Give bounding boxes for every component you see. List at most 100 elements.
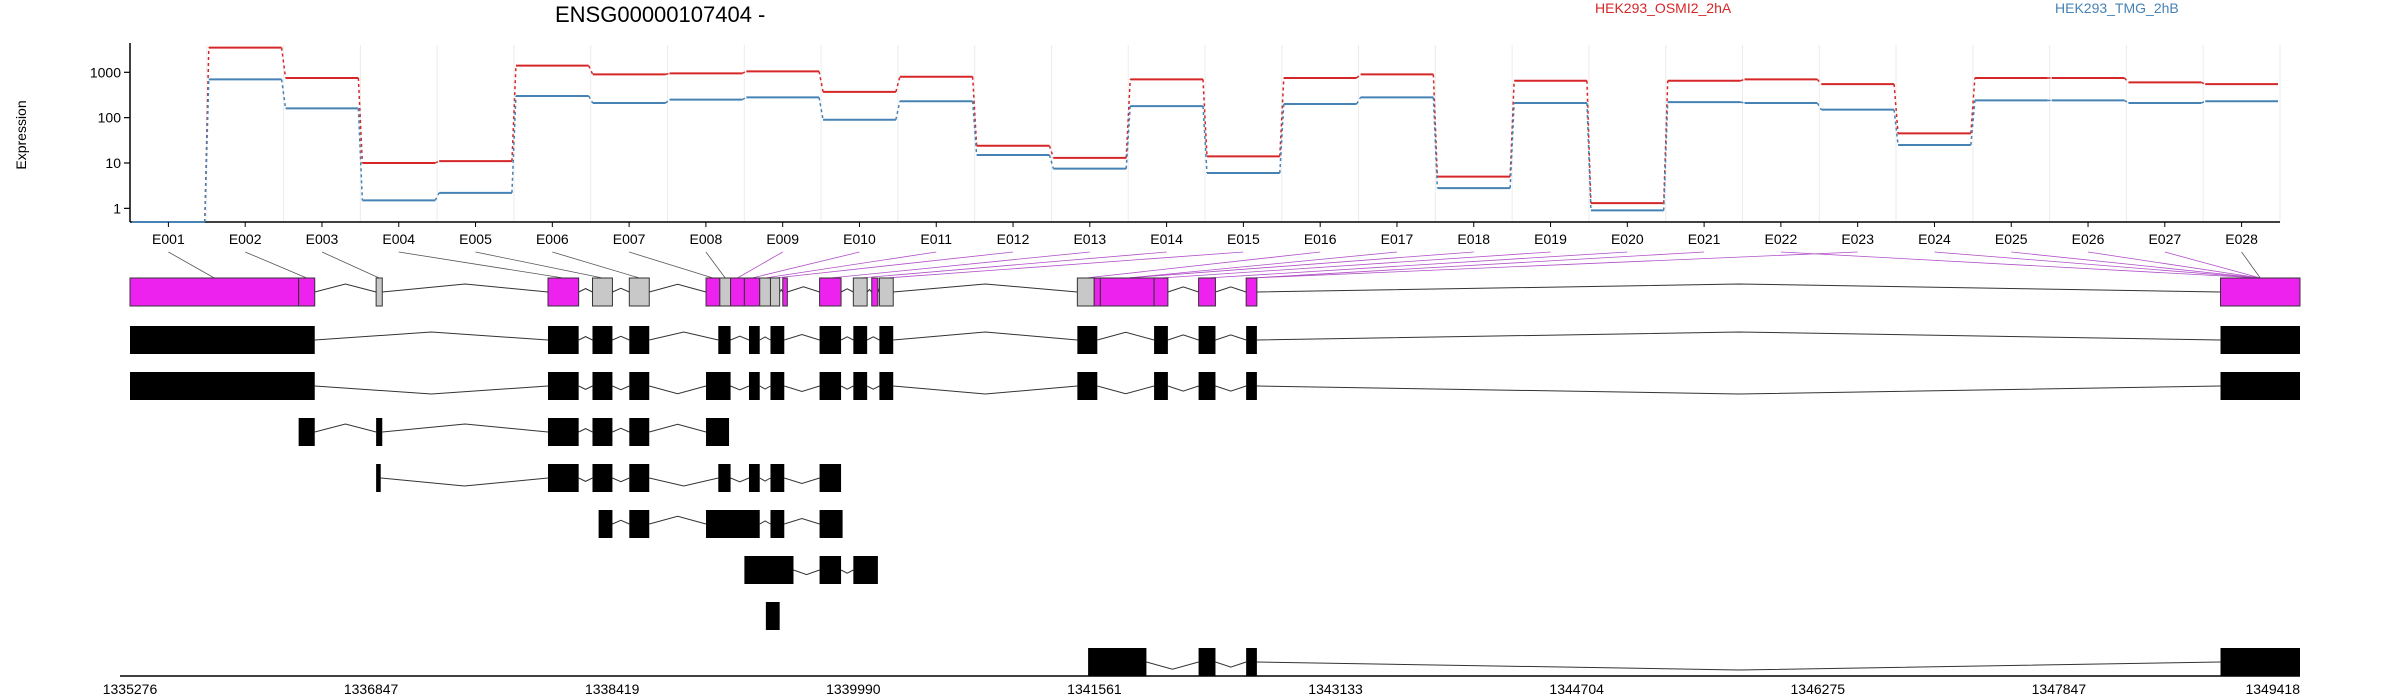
exon-block	[782, 277, 788, 307]
intron-line	[730, 477, 750, 483]
y-tick-label: 10	[105, 155, 121, 171]
series-1-step	[204, 47, 210, 223]
y-axis-label: Expression	[13, 100, 29, 169]
x-tick-label: E003	[306, 231, 339, 247]
series-2	[132, 78, 2278, 223]
intron-line	[314, 423, 377, 433]
intron-line	[649, 515, 707, 525]
x-tick-label: E021	[1688, 231, 1721, 247]
exon-block	[730, 277, 745, 307]
intron-line	[1256, 661, 2221, 671]
intron-line	[840, 288, 854, 293]
legend-series-2: HEK293_TMG_2hB	[2055, 0, 2179, 16]
transcript-exon	[1154, 326, 1168, 354]
series-2-step	[741, 96, 747, 101]
intron-line	[730, 335, 750, 341]
intron-line	[840, 336, 854, 341]
exon-block	[871, 277, 879, 307]
intron-line	[612, 385, 630, 391]
series-1-step	[434, 160, 440, 164]
transcript-exon	[1154, 372, 1168, 400]
transcript-exon	[819, 556, 842, 584]
transcript-exon	[1246, 648, 1257, 676]
series-1-step	[1509, 80, 1515, 177]
exon-connector	[475, 251, 603, 279]
genomic-tick-label: 1343133	[1308, 681, 1363, 697]
exon-connector	[705, 251, 726, 279]
exon-connector	[1127, 251, 1398, 279]
genomic-tick-label: 1336847	[344, 681, 399, 697]
transcript-exon	[718, 326, 731, 354]
series-1-step	[1740, 78, 1745, 82]
intron-line	[784, 477, 820, 485]
transcript-exon	[2220, 372, 2300, 400]
exon-block	[743, 277, 761, 307]
exon-connector	[860, 251, 1167, 279]
intron-line	[649, 477, 719, 487]
transcript-3	[298, 418, 730, 446]
series-lines	[132, 46, 2278, 223]
series-1-step	[511, 65, 517, 162]
exon-connector	[628, 251, 714, 279]
exon-connector	[1160, 251, 1551, 279]
transcript-exon	[376, 464, 381, 492]
transcript-exon	[819, 372, 842, 400]
transcript-exon	[706, 510, 760, 538]
transcript-exon	[1198, 372, 1216, 400]
transcript-exon	[1246, 372, 1257, 400]
x-tick-label: E027	[2148, 231, 2181, 247]
transcript-exon	[629, 326, 650, 354]
intron-line	[893, 385, 1078, 395]
series-2-step	[280, 79, 287, 109]
exon-connector	[765, 251, 937, 279]
x-tick-label: E018	[1457, 231, 1490, 247]
transcript-exon	[853, 326, 868, 354]
series-1-step	[1893, 84, 1899, 134]
transcript-exon	[2220, 326, 2300, 354]
transcript-exon	[376, 418, 383, 446]
series-2-step	[588, 95, 594, 104]
intron-line	[382, 423, 549, 433]
series-2-step	[1048, 154, 1055, 169]
exon-connector	[775, 251, 1014, 279]
exon-connector	[737, 251, 783, 279]
transcript-exon	[718, 464, 731, 492]
exon-connector	[321, 251, 380, 279]
intron-line	[893, 331, 1078, 341]
intron-line	[612, 427, 630, 433]
series-2-step	[1125, 106, 1131, 169]
intron-line	[759, 520, 771, 525]
intron-line	[1167, 334, 1199, 341]
transcript-exon	[130, 326, 315, 354]
transcript-exon	[1077, 326, 1098, 354]
transcript-exon	[853, 556, 878, 584]
intron-line	[612, 477, 630, 483]
intron-line	[787, 286, 820, 293]
intron-line	[759, 385, 771, 390]
series-1-step	[665, 72, 670, 76]
genomic-tick-label: 1341561	[1067, 681, 1122, 697]
intron-line	[779, 288, 784, 293]
exon-connector	[1085, 251, 1321, 279]
exon-connector	[1127, 251, 1474, 279]
transcript-exon	[130, 372, 315, 400]
exon-block	[547, 277, 580, 307]
series-1-step	[357, 77, 364, 164]
exon-block	[852, 277, 868, 307]
exon-connector	[830, 251, 1090, 279]
exon-connector	[2241, 251, 2261, 279]
transcript-5	[598, 510, 843, 538]
genomic-tick-label: 1349418	[2245, 681, 2300, 697]
intron-line	[1215, 334, 1247, 341]
intron-line	[759, 477, 771, 482]
intron-line	[1215, 286, 1247, 293]
series-2-step	[2124, 99, 2129, 104]
transcript-exon	[598, 510, 613, 538]
exon-block	[759, 277, 771, 307]
transcript-exon	[748, 372, 760, 400]
transcript-4	[376, 464, 842, 492]
transcript-exon	[1077, 372, 1098, 400]
transcript-exon	[629, 464, 650, 492]
series-2-step	[1662, 102, 1669, 211]
series-1-step	[895, 76, 901, 93]
